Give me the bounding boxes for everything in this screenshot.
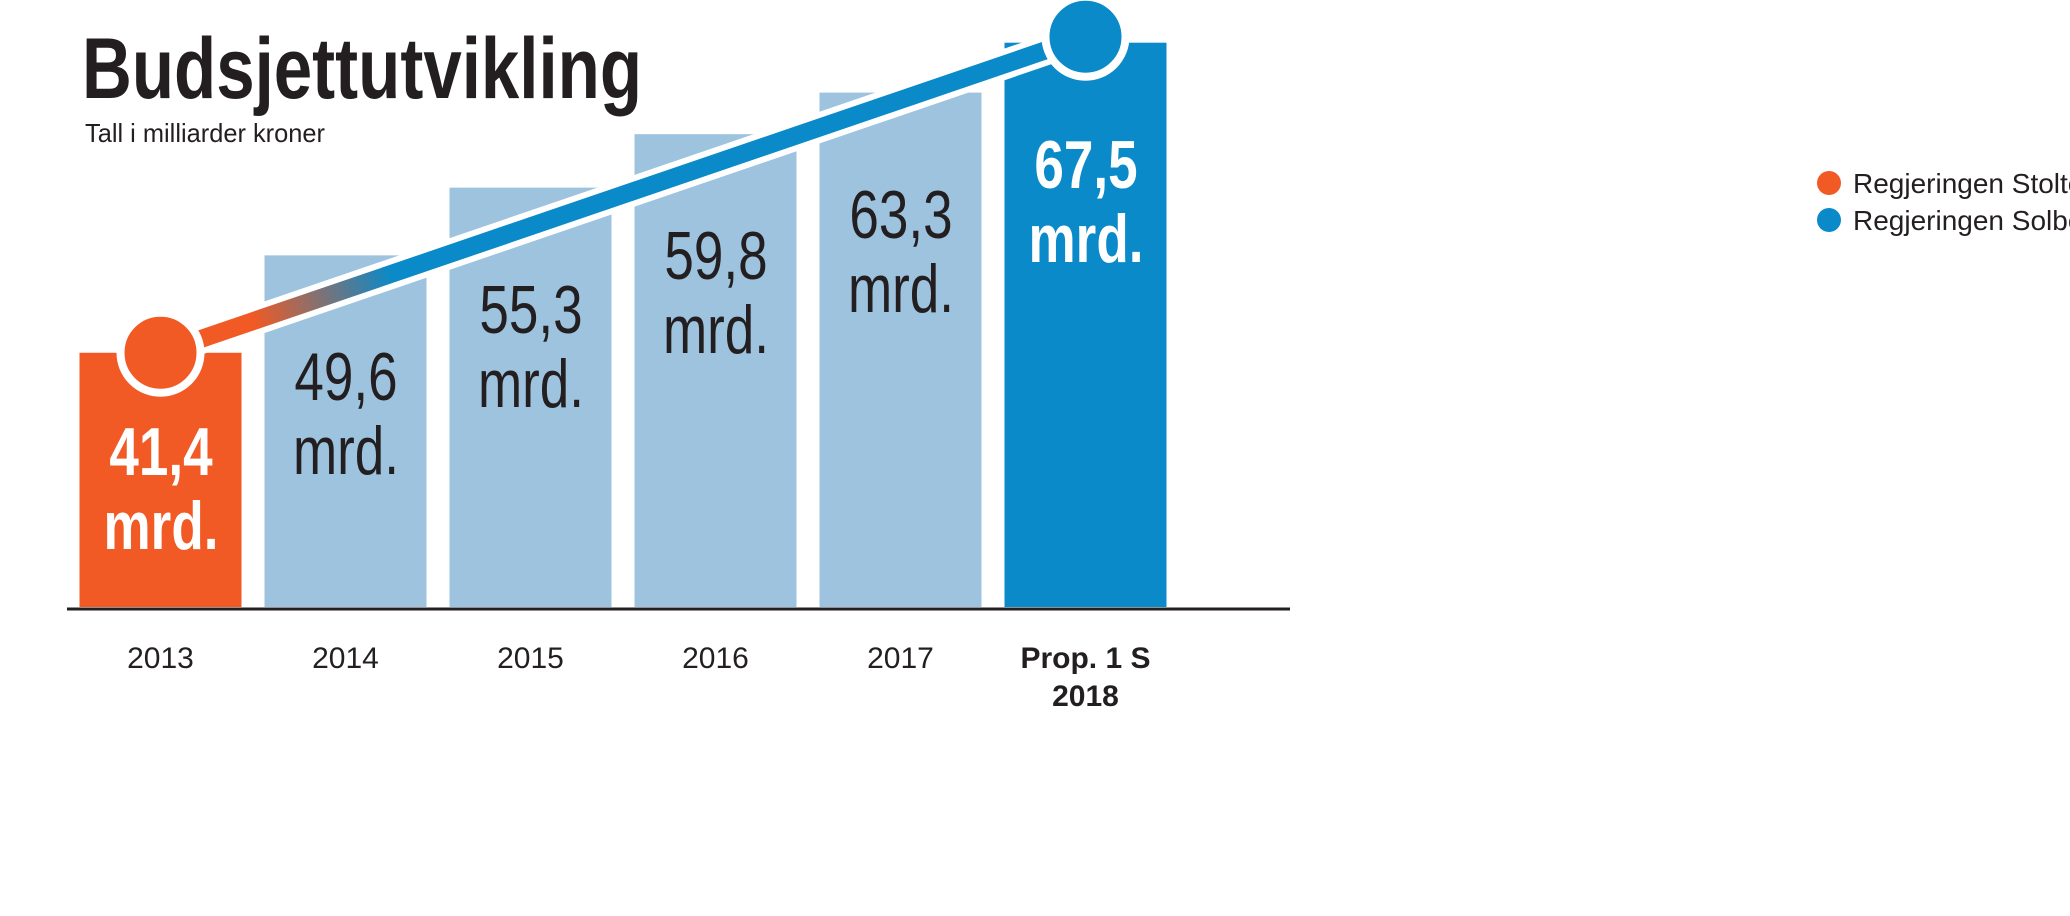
chart-subtitle: Tall i milliarder kroner: [85, 118, 325, 148]
chart-title: Budsjettutvikling: [82, 21, 642, 117]
value-label: 59,8 mrd.: [622, 219, 809, 367]
value-label: 49,6 mrd.: [252, 340, 439, 488]
legend-label: Regjeringen Solberg: [1853, 205, 2070, 236]
legend-swatch: [1817, 171, 1841, 195]
value-label: 63,3 mrd.: [807, 178, 994, 326]
legend-swatch: [1817, 208, 1841, 232]
legend-label: Regjeringen Stoltenberg II: [1853, 168, 2070, 199]
trend-point: [121, 313, 201, 393]
value-label: 55,3 mrd.: [437, 273, 624, 421]
x-tick-label: Prop. 1 S 2018: [966, 640, 1206, 716]
value-label: 41,4 mrd.: [67, 415, 254, 563]
trend-point: [1046, 0, 1126, 77]
bar: [635, 134, 797, 607]
chart: Budsjettutvikling Tall i milliarder kron…: [0, 0, 2070, 916]
bar: [820, 93, 982, 607]
value-label: 67,5 mrd.: [992, 128, 1179, 276]
